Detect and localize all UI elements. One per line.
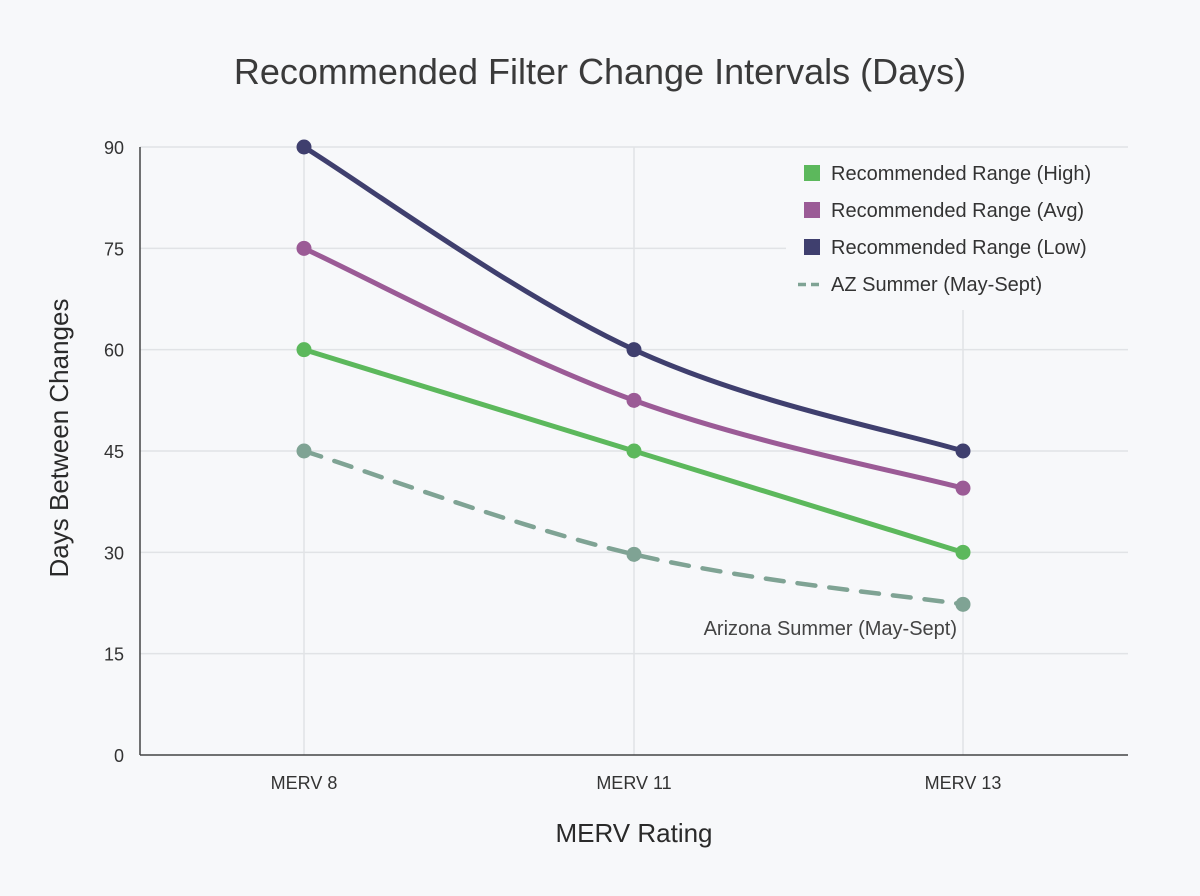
series-3: [296, 443, 971, 612]
legend-swatch: [804, 239, 820, 255]
data-point: [296, 240, 312, 256]
axis-layer: 0 15 30 45 60 75 90 MERV 8 MERV 11 MERV 13: [104, 138, 1128, 793]
legend-item: Recommended Range (High): [804, 163, 1091, 185]
legend-label: AZ Summer (May-Sept): [831, 274, 1042, 296]
legend-item: Recommended Range (Low): [804, 237, 1087, 259]
legend-background: [786, 150, 1128, 308]
data-point: [626, 546, 642, 562]
y-tick-label: 45: [104, 442, 124, 462]
legend-item: Recommended Range (Avg): [804, 200, 1084, 222]
y-tick-label: 0: [114, 746, 124, 766]
legend-label: Recommended Range (High): [831, 163, 1091, 185]
data-point: [955, 480, 971, 496]
data-point: [626, 392, 642, 408]
x-tick-label: MERV 13: [925, 773, 1002, 793]
x-tick-label: MERV 8: [271, 773, 338, 793]
data-point: [626, 443, 642, 459]
legend-label: Recommended Range (Avg): [831, 200, 1084, 222]
legend-swatch: [804, 165, 820, 181]
series-2: [296, 139, 971, 459]
y-axis-label: Days Between Changes: [44, 299, 74, 578]
data-point: [955, 544, 971, 560]
data-point: [955, 443, 971, 459]
x-axis-label: MERV Rating: [555, 818, 712, 848]
legend-label: Recommended Range (Low): [831, 237, 1087, 259]
x-tick-label: MERV 11: [596, 773, 671, 793]
y-tick-label: 75: [104, 239, 124, 259]
data-point: [296, 342, 312, 358]
y-tick-label: 60: [104, 341, 124, 361]
y-tick-label: 90: [104, 138, 124, 158]
y-tick-label: 15: [104, 645, 124, 665]
series-0: [296, 342, 971, 560]
y-tick-label: 30: [104, 543, 124, 563]
series-layer: Arizona Summer (May-Sept): [296, 139, 971, 640]
data-point: [626, 342, 642, 358]
data-point: [955, 596, 971, 612]
legend-swatch: [804, 202, 820, 218]
legend: Recommended Range (High) Recommended Rang…: [786, 150, 1128, 308]
chart-title: Recommended Filter Change Intervals (Day…: [234, 51, 966, 92]
legend-item: AZ Summer (May-Sept): [798, 274, 1042, 296]
series-1: [296, 240, 971, 496]
data-point: [296, 443, 312, 459]
series-annotation: Arizona Summer (May-Sept): [704, 618, 957, 640]
data-point: [296, 139, 312, 155]
